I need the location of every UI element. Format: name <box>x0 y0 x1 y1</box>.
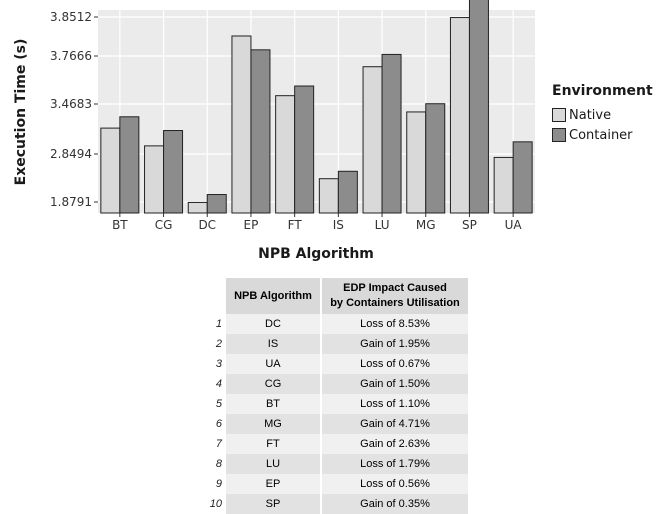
legend-item-native: Native <box>552 105 653 125</box>
edp-impact-cell: Gain of 1.95% <box>321 334 470 354</box>
table-row: 10 SP Gain of 0.35% <box>200 494 470 514</box>
x-axis-title: NPB Algorithm <box>258 246 374 262</box>
bar-native-bt <box>100 127 121 214</box>
legend-title: Environment <box>552 83 653 99</box>
row-index: 5 <box>215 398 222 410</box>
bar-native-cg <box>144 145 165 214</box>
x-tick-label: BT <box>112 218 128 232</box>
algorithm-cell: CG <box>226 374 322 394</box>
row-index: 8 <box>215 458 222 470</box>
column-header-algorithm: NPB Algorithm <box>226 278 322 314</box>
x-tick-label: SP <box>462 218 477 232</box>
edp-impact-cell: Gain of 0.35% <box>321 494 470 514</box>
x-tick-label: LU <box>375 218 390 232</box>
bar-native-ua <box>493 156 514 214</box>
y-tick-label: 3.4683 <box>50 97 92 111</box>
bar-native-lu <box>362 66 383 214</box>
bar-native-ep <box>231 35 252 214</box>
column-header-edp-line1: EDP Impact Caused <box>343 282 447 294</box>
execution-time-bar-chart: 1.8791 2.8494 3.4683 3.7666 3.8512 BT CG DC EP F… <box>13 0 535 262</box>
table-row: 7 FT Gain of 2.63% <box>200 434 470 454</box>
bar-native-sp <box>449 17 470 214</box>
index-header <box>200 278 226 314</box>
table-row: 5 BT Loss of 1.10% <box>200 394 470 414</box>
table-row: 4 CG Gain of 1.50% <box>200 374 470 394</box>
algorithm-cell: FT <box>226 434 322 454</box>
table-row: 9 EP Loss of 0.56% <box>200 474 470 494</box>
edp-impact-cell: Gain of 2.63% <box>321 434 470 454</box>
row-index: 10 <box>209 498 222 510</box>
edp-impact-cell: Loss of 1.10% <box>321 394 470 414</box>
algorithm-cell: SP <box>226 494 322 514</box>
table-row: 6 MG Gain of 4.71% <box>200 414 470 434</box>
row-index: 3 <box>215 358 222 370</box>
algorithm-cell: DC <box>226 314 322 334</box>
legend-swatch-container <box>552 128 566 142</box>
x-tick-label: EP <box>244 218 259 232</box>
bar-container-ft <box>294 85 315 214</box>
edp-impact-cell: Gain of 4.71% <box>321 414 470 434</box>
x-axis-ticks: BT CG DC EP FT IS LU MG SP UA <box>112 213 522 232</box>
legend-label-native: Native <box>569 107 612 123</box>
algorithm-cell: LU <box>226 454 322 474</box>
y-tick-label: 3.7666 <box>50 49 92 63</box>
row-index: 9 <box>215 478 222 490</box>
bar-container-ep <box>250 49 271 214</box>
y-tick-label: 3.8512 <box>50 10 92 24</box>
row-index: 2 <box>215 338 222 350</box>
table-body: 1 DC Loss of 8.53% 2 IS Gain of 1.95% 3 UA Loss … <box>200 314 470 514</box>
edp-impact-cell: Loss of 0.67% <box>321 354 470 374</box>
table-row: 1 DC Loss of 8.53% <box>200 314 470 334</box>
y-axis-title: Execution Time (s) <box>13 39 29 186</box>
bar-container-dc <box>206 194 227 214</box>
table-row: 8 LU Loss of 1.79% <box>200 454 470 474</box>
bar-container-ua <box>512 141 533 214</box>
bar-native-mg <box>406 111 427 214</box>
legend-swatch-native <box>552 108 566 122</box>
row-index: 7 <box>215 438 222 450</box>
column-header-edp: EDP Impact Caused by Containers Utilisat… <box>321 278 470 314</box>
y-axis-ticks: 1.8791 2.8494 3.4683 3.7666 3.8512 <box>50 10 98 209</box>
row-index: 4 <box>215 378 222 390</box>
algorithm-cell: EP <box>226 474 322 494</box>
column-header-edp-line2: by Containers Utilisation <box>330 297 460 309</box>
x-tick-label: FT <box>288 218 303 232</box>
x-tick-label: MG <box>416 218 436 232</box>
x-tick-label: CG <box>155 218 173 232</box>
x-tick-label: UA <box>505 218 523 232</box>
x-tick-label: DC <box>198 218 216 232</box>
bar-container-cg <box>163 130 184 214</box>
bar-native-is <box>318 178 339 214</box>
algorithm-cell: MG <box>226 414 322 434</box>
bar-container-lu <box>381 53 402 214</box>
bar-container-is <box>337 170 358 214</box>
bar-native-ft <box>275 95 296 214</box>
bar-container-mg <box>425 103 446 214</box>
edp-impact-table: NPB Algorithm EDP Impact Caused by Conta… <box>200 278 470 514</box>
algorithm-cell: IS <box>226 334 322 354</box>
algorithm-cell: UA <box>226 354 322 374</box>
table-header-row: NPB Algorithm EDP Impact Caused by Conta… <box>200 278 470 314</box>
table-row: 2 IS Gain of 1.95% <box>200 334 470 354</box>
legend: Environment Native Container <box>552 83 653 145</box>
bar-container-bt <box>119 116 140 214</box>
algorithm-cell: BT <box>226 394 322 414</box>
y-tick-label: 2.8494 <box>50 147 92 161</box>
edp-impact-cell: Loss of 8.53% <box>321 314 470 334</box>
edp-impact-cell: Gain of 1.50% <box>321 374 470 394</box>
edp-impact-cell: Loss of 1.79% <box>321 454 470 474</box>
edp-impact-cell: Loss of 0.56% <box>321 474 470 494</box>
row-index: 6 <box>215 418 222 430</box>
legend-item-container: Container <box>552 125 653 145</box>
bar-native-dc <box>187 201 208 214</box>
row-index: 1 <box>215 318 222 330</box>
y-tick-label: 1.8791 <box>50 195 92 209</box>
bar-container-sp <box>468 0 489 214</box>
table-row: 3 UA Loss of 0.67% <box>200 354 470 374</box>
legend-label-container: Container <box>569 127 633 143</box>
x-tick-label: IS <box>333 218 344 232</box>
bars <box>100 0 533 214</box>
